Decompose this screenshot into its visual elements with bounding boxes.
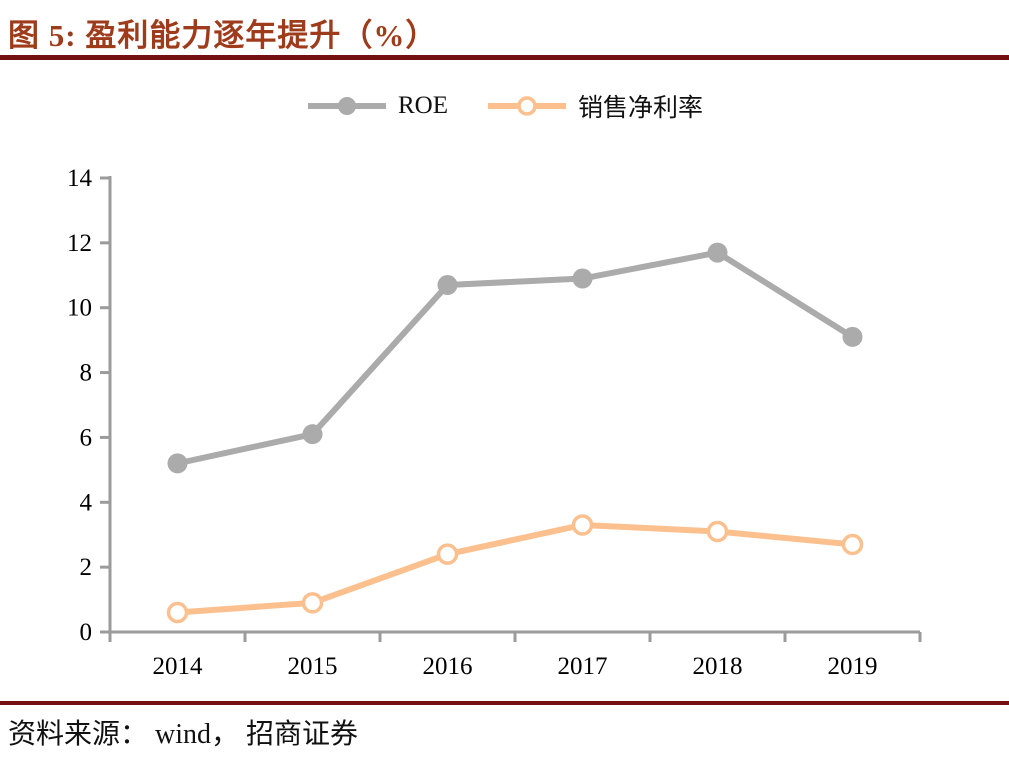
source-note: 资料来源： wind， 招商证券 [8, 719, 359, 750]
net-margin-line-marker-icon [487, 96, 566, 116]
y-tick-label: 14 [67, 165, 93, 192]
data-point [572, 268, 593, 289]
y-tick-label: 0 [80, 619, 93, 646]
data-point [301, 592, 324, 614]
data-point [167, 453, 188, 474]
figure-title: 图 5: 盈利能力逐年提升（%） [8, 18, 438, 53]
y-tick-label: 2 [80, 554, 93, 581]
x-tick-label: 2019 [828, 653, 878, 680]
series-line-ROE [174, 249, 856, 467]
series-line-销售净利率 [174, 521, 856, 616]
x-tick-label: 2018 [693, 653, 743, 680]
data-point [707, 242, 728, 263]
data-point [841, 533, 864, 556]
x-tick-label: 2017 [558, 653, 608, 680]
footer-rule [0, 701, 1009, 705]
data-point [437, 275, 458, 296]
legend-label-net-margin: 销售净利率 [577, 95, 703, 122]
data-point [166, 601, 189, 624]
data-point [302, 424, 323, 445]
y-tick-label: 12 [67, 230, 92, 257]
data-point [842, 326, 863, 347]
x-tick-label: 2016 [423, 653, 473, 680]
x-tick-label: 2014 [153, 653, 204, 680]
legend-item-net-margin: 销售净利率 [486, 88, 703, 124]
roe-line-marker-icon [307, 97, 386, 115]
data-point [436, 543, 459, 565]
data-point [571, 514, 594, 536]
y-tick-label: 8 [80, 360, 93, 387]
title-rule [0, 55, 1009, 60]
x-tick-label: 2015 [288, 653, 338, 680]
y-tick-label: 10 [67, 295, 92, 322]
data-point [706, 520, 729, 543]
chart-legend: ROE 销售净利率 [0, 88, 1009, 124]
y-tick-label: 6 [80, 424, 93, 451]
profit-line-chart: 0 2 4 6 8 10 12 14 2014 2015 2016 2017 2018 2019 [67, 165, 922, 680]
legend-label-roe: ROE [397, 92, 448, 119]
legend-item-roe: ROE [306, 92, 448, 120]
y-tick-label: 4 [80, 489, 93, 516]
